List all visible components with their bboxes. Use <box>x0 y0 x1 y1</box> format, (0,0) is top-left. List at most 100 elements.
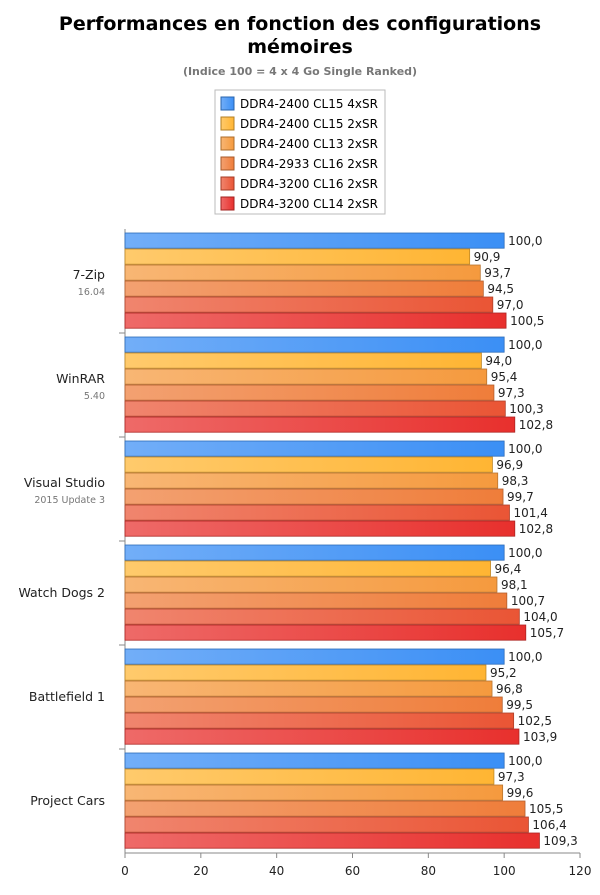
bar <box>124 680 493 697</box>
bar <box>124 576 498 593</box>
category-sublabel: 2015 Update 3 <box>34 495 105 506</box>
bar-value-label: 105,7 <box>530 626 564 640</box>
bar-value-label: 100,0 <box>508 754 542 768</box>
legend-swatch <box>220 136 235 151</box>
bar <box>124 624 527 641</box>
bar <box>124 384 495 401</box>
chart-title-line: Performances en fonction des configurati… <box>59 13 541 35</box>
category-label: Watch Dogs 2 <box>18 585 105 600</box>
category-sublabel: 5.40 <box>84 391 105 402</box>
bar <box>124 504 510 521</box>
bar <box>124 264 481 281</box>
bar <box>124 472 499 489</box>
bar-value-label: 94,0 <box>485 354 512 368</box>
x-tick-label: 20 <box>193 864 208 878</box>
bar <box>124 488 504 505</box>
bar-value-label: 100,5 <box>510 314 544 328</box>
bar-value-label: 100,3 <box>509 402 543 416</box>
legend-swatch <box>220 96 235 111</box>
bar <box>124 232 505 249</box>
bar <box>124 784 504 801</box>
bar <box>124 296 494 313</box>
bar-value-label: 99,5 <box>506 698 533 712</box>
bar <box>124 608 520 625</box>
legend-entry: DDR4-2400 CL13 2xSR <box>240 137 378 151</box>
bar-value-label: 102,8 <box>519 522 553 536</box>
bar-value-label: 105,5 <box>529 802 563 816</box>
legend-swatch <box>220 116 235 131</box>
category-label: WinRAR <box>56 371 105 386</box>
bar <box>124 520 516 537</box>
x-tick-label: 120 <box>569 864 592 878</box>
x-tick-label: 0 <box>121 864 129 878</box>
legend-entry: DDR4-2933 CL16 2xSR <box>240 157 378 171</box>
legend-box <box>214 89 386 215</box>
legend-entry: DDR4-2400 CL15 4xSR <box>240 97 378 111</box>
bar <box>124 712 515 729</box>
bar-value-label: 90,9 <box>474 250 501 264</box>
bar <box>124 352 482 369</box>
legend-swatch <box>220 156 235 171</box>
bar <box>124 768 495 785</box>
bar <box>124 592 508 609</box>
bar <box>124 312 507 329</box>
bar-value-label: 102,5 <box>518 714 552 728</box>
bar <box>124 728 520 745</box>
bar <box>124 544 505 561</box>
bar <box>124 696 503 713</box>
bar-value-label: 101,4 <box>513 506 547 520</box>
bar-value-label: 100,0 <box>508 234 542 248</box>
bar <box>124 416 516 433</box>
bar-value-label: 100,0 <box>508 338 542 352</box>
bar-value-label: 99,7 <box>507 490 534 504</box>
bar-value-label: 96,8 <box>496 682 523 696</box>
bar-value-label: 97,0 <box>497 298 524 312</box>
legend-entry: DDR4-3200 CL16 2xSR <box>240 177 378 191</box>
bar-value-label: 97,3 <box>498 770 525 784</box>
legend: DDR4-2400 CL15 4xSR DDR4-2400 CL15 2xSR DD… <box>214 89 386 215</box>
bar-value-label: 97,3 <box>498 386 525 400</box>
x-tick-label: 60 <box>345 864 360 878</box>
bar-value-label: 100,0 <box>508 546 542 560</box>
bar-value-label: 103,9 <box>523 730 557 744</box>
bar-value-label: 109,3 <box>543 834 577 848</box>
chart-title: Performances en fonction des configurati… <box>59 13 541 58</box>
bar-value-label: 93,7 <box>484 266 511 280</box>
bar <box>124 800 526 817</box>
bar-value-label: 95,2 <box>490 666 517 680</box>
bar <box>124 248 471 265</box>
bar-value-label: 96,4 <box>495 562 522 576</box>
plot-area: 0 20 40 60 80 100 120 7-Zip 16.04 100,0 90,9 93,7 94… <box>18 229 591 878</box>
bar-value-label: 104,0 <box>523 610 557 624</box>
bar-value-label: 106,4 <box>532 818 566 832</box>
bar-value-label: 96,9 <box>496 458 523 472</box>
bar-value-label: 100,7 <box>511 594 545 608</box>
bar-value-label: 94,5 <box>487 282 514 296</box>
bar <box>124 456 493 473</box>
category-label: Battlefield 1 <box>29 689 105 704</box>
category-label: Visual Studio <box>24 475 105 490</box>
bar-value-label: 102,8 <box>519 418 553 432</box>
bar <box>124 440 505 457</box>
bar <box>124 664 487 681</box>
chart-title-line: mémoires <box>247 36 353 58</box>
x-tick-label: 40 <box>269 864 284 878</box>
bar <box>124 832 540 849</box>
category-sublabel: 16.04 <box>78 287 105 298</box>
bar <box>124 336 505 353</box>
x-tick-label: 100 <box>493 864 516 878</box>
category-label: 7-Zip <box>73 267 105 282</box>
bar <box>124 400 506 417</box>
bar <box>124 560 491 577</box>
bar-value-label: 98,1 <box>501 578 528 592</box>
legend-entry: DDR4-3200 CL14 2xSR <box>240 197 378 211</box>
x-tick-label: 80 <box>421 864 436 878</box>
bar <box>124 816 529 833</box>
bar <box>124 280 484 297</box>
bar-value-label: 100,0 <box>508 650 542 664</box>
bar-value-label: 98,3 <box>502 474 529 488</box>
bar <box>124 648 505 665</box>
bar <box>124 368 488 385</box>
legend-swatch <box>220 176 235 191</box>
